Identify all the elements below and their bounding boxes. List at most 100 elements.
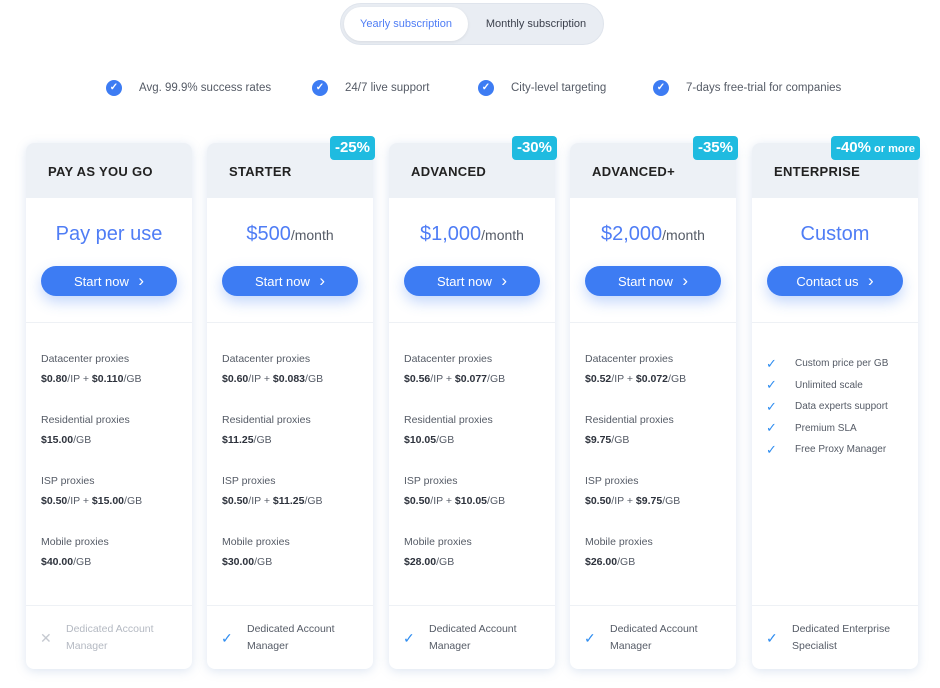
discount-badge: -35%	[692, 136, 738, 160]
subscription-toggle[interactable]: Yearly subscription Monthly subscription	[340, 3, 604, 45]
discount-value: -35%	[697, 139, 733, 156]
price-value: $0.50	[41, 495, 68, 507]
start-now-button[interactable]: Start now ›	[41, 266, 177, 296]
pricing-list: Datacenter proxies $0.56/IP + $0.077/GB Re…	[404, 353, 505, 597]
price-value: $40.00	[41, 556, 74, 568]
pricing-row: Residential proxies $10.05/GB	[404, 414, 505, 475]
price-value: $0.072	[635, 373, 669, 385]
chevron-right-icon: ›	[128, 271, 145, 290]
yearly-subscription-tab[interactable]: Yearly subscription	[344, 7, 468, 41]
price-value: $0.083	[272, 373, 306, 385]
proxy-price: $15.00/GB	[41, 434, 142, 446]
discount-suffix: or more	[870, 143, 915, 155]
divider	[752, 605, 918, 606]
price-value: $26.00	[585, 556, 618, 568]
plan-card-pay-as-you-go: PAY AS YOU GO Pay per use Start now › Datac…	[26, 143, 192, 669]
proxy-price: $0.50/IP + $15.00/GB	[41, 495, 142, 507]
account-manager-feature: ✓ Dedicated Enterprise Specialist	[766, 621, 892, 655]
price-value: $15.00	[91, 495, 125, 507]
feature-label: Dedicated Account Manager	[610, 623, 698, 652]
start-now-button[interactable]: Start now ›	[585, 266, 721, 296]
start-now-button[interactable]: Start now ›	[222, 266, 358, 296]
feature-item: ✓ Unlimited scale	[766, 375, 888, 397]
pricing-row: Datacenter proxies $0.56/IP + $0.077/GB	[404, 353, 505, 414]
feature-label: Dedicated Account Manager	[247, 623, 335, 652]
pricing-row: Mobile proxies $26.00/GB	[585, 536, 686, 597]
button-label: Contact us	[796, 274, 859, 289]
cross-icon: ✕	[40, 629, 52, 646]
price-value: $0.50	[222, 495, 249, 507]
check-icon: ✓	[584, 629, 596, 646]
proxy-type-label: Mobile proxies	[585, 536, 653, 548]
check-icon: ✓	[766, 441, 777, 457]
plan-name: ADVANCED+	[570, 143, 736, 198]
price-amount: Pay per use	[55, 223, 163, 245]
proxy-price: $0.50/IP + $9.75/GB	[585, 495, 686, 507]
chevron-right-icon: ›	[309, 271, 326, 290]
proxy-type-label: Mobile proxies	[404, 536, 472, 548]
feature-item: ✓ Premium SLA	[766, 418, 888, 440]
price-value: $0.50	[404, 495, 431, 507]
feature-item: ✓ Custom price per GB	[766, 353, 888, 375]
start-now-button[interactable]: Start now ›	[404, 266, 540, 296]
chevron-right-icon: ›	[491, 271, 508, 290]
account-manager-feature: ✓ Dedicated Account Manager	[221, 621, 347, 655]
check-icon: ✓	[766, 377, 777, 393]
divider	[26, 322, 192, 323]
plan-name: PAY AS YOU GO	[26, 143, 192, 198]
proxy-type-label: Residential proxies	[585, 414, 674, 426]
pricing-row: Residential proxies $9.75/GB	[585, 414, 686, 475]
plan-card-advanced: ADVANCED -30% $1,000/month Start now › Datac…	[389, 136, 557, 669]
check-icon: ✓	[766, 355, 777, 371]
pricing-list: Datacenter proxies $0.80/IP + $0.110/GB Re…	[41, 353, 142, 597]
price-amount: $2,000	[601, 223, 663, 245]
price-unit: /GB	[304, 495, 323, 507]
price-unit: /IP +	[67, 373, 92, 385]
price-amount: $500	[246, 223, 291, 245]
account-manager-feature: ✕ Dedicated Account Manager	[40, 621, 166, 655]
pricing-row: Residential proxies $15.00/GB	[41, 414, 142, 475]
price-unit: /GB	[487, 373, 506, 385]
price-unit: /IP +	[430, 373, 455, 385]
divider	[570, 322, 736, 323]
price-value: $11.25	[222, 434, 254, 446]
discount-value: -40%	[835, 139, 871, 156]
proxy-price: $10.05/GB	[404, 434, 505, 446]
price-unit: /GB	[73, 434, 92, 446]
price-value: $9.75	[635, 495, 663, 507]
highlights-row: ✓ Avg. 99.9% success rates ✓ 24/7 live sup…	[0, 80, 940, 98]
proxy-type-label: Datacenter proxies	[222, 353, 311, 365]
highlight-label: 7-days free-trial for companies	[686, 82, 842, 94]
divider	[26, 605, 192, 606]
proxy-price: $0.56/IP + $0.077/GB	[404, 373, 505, 385]
plan-price: Pay per use	[26, 223, 192, 246]
price-unit: /GB	[487, 495, 506, 507]
plan-price: $1,000/month	[389, 223, 555, 246]
price-value: $0.60	[222, 373, 249, 385]
proxy-price: $30.00/GB	[222, 556, 323, 568]
highlight-item: ✓ Avg. 99.9% success rates	[106, 80, 271, 96]
contact-us-button[interactable]: Contact us ›	[767, 266, 903, 296]
pricing-row: Datacenter proxies $0.80/IP + $0.110/GB	[41, 353, 142, 414]
price-unit: /GB	[611, 434, 630, 446]
feature-label: Dedicated Account Manager	[66, 623, 154, 652]
feature-label: Data experts support	[795, 401, 888, 413]
proxy-price: $28.00/GB	[404, 556, 505, 568]
proxy-type-label: Residential proxies	[41, 414, 130, 426]
price-unit: /GB	[305, 373, 324, 385]
proxy-price: $40.00/GB	[41, 556, 142, 568]
price-value: $9.75	[585, 434, 612, 446]
proxy-type-label: ISP proxies	[585, 475, 639, 487]
monthly-subscription-tab[interactable]: Monthly subscription	[485, 18, 587, 30]
pricing-row: ISP proxies $0.50/IP + $11.25/GB	[222, 475, 323, 536]
highlight-item: ✓ City-level targeting	[478, 80, 606, 96]
feature-item: ✓ Data experts support	[766, 396, 888, 418]
price-period: /month	[481, 227, 524, 243]
divider	[752, 322, 918, 323]
price-unit: /IP +	[611, 495, 636, 507]
price-unit: /GB	[436, 556, 455, 568]
price-unit: /GB	[254, 556, 273, 568]
price-unit: /GB	[668, 373, 687, 385]
plan-card-advancedplus: ADVANCED+ -35% $2,000/month Start now › Data…	[570, 136, 738, 669]
price-value: $11.25	[272, 495, 305, 507]
